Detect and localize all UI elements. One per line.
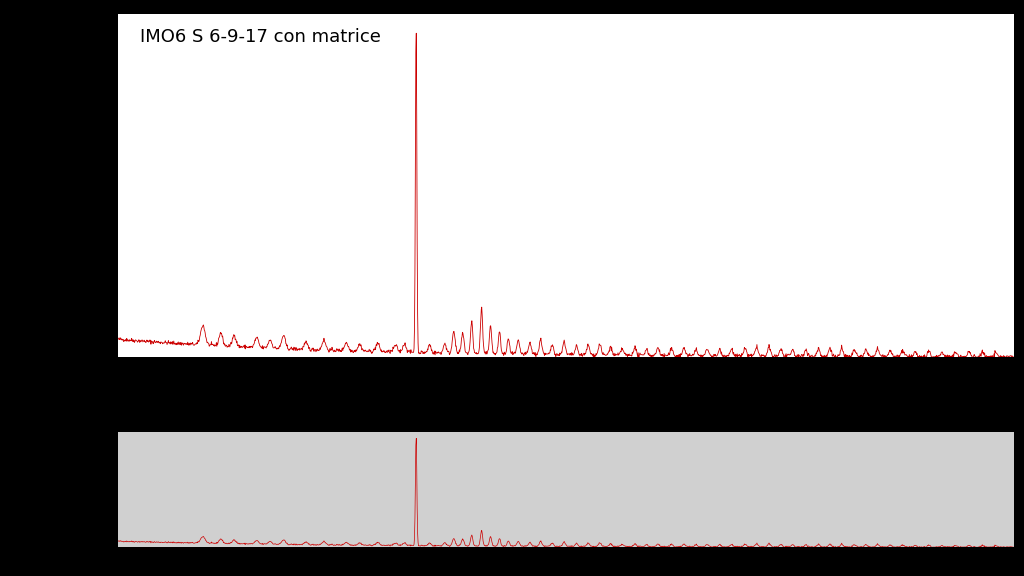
Text: IMO6 S 6-9-17 con matrice: IMO6 S 6-9-17 con matrice bbox=[140, 28, 381, 46]
